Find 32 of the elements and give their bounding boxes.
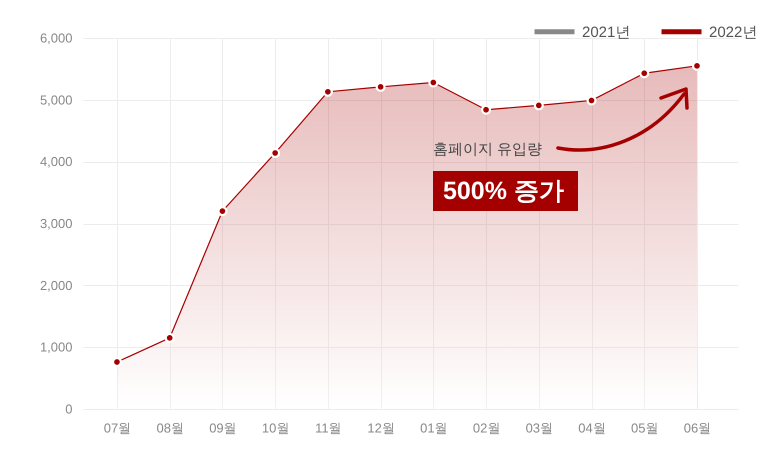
point: [639, 68, 650, 78]
point: [376, 82, 386, 92]
x-tick-label: 11월: [315, 420, 342, 436]
x-tick-label: 12월: [367, 420, 395, 436]
point: [270, 148, 280, 158]
x-tick-label: 01월: [420, 420, 448, 436]
point: [534, 100, 544, 110]
point: [322, 86, 333, 97]
point: [586, 95, 597, 106]
y-tick-label: 0: [65, 402, 72, 416]
x-tick-label: 05월: [631, 420, 658, 436]
x-tick-label: 04월: [578, 420, 606, 436]
x-tick-label: 10월: [262, 420, 290, 436]
annotation: 홈페이지 유입량: [433, 141, 542, 159]
point: [428, 77, 438, 88]
y-tick-label: 2,000: [40, 278, 72, 293]
y-tick-label: 5,000: [40, 92, 72, 108]
legend-label: 2021년: [582, 24, 630, 41]
point: [481, 104, 492, 115]
y-tick-label: 6,000: [40, 30, 72, 46]
x-tick-label: 07월: [104, 420, 132, 436]
x-tick-label: 02월: [472, 420, 500, 436]
point: [164, 332, 175, 343]
annotation: 500% 증가: [433, 171, 578, 211]
x-tick-label: 06월: [684, 420, 712, 436]
x-tick-label: 09월: [209, 420, 237, 436]
y-tick-label: 1,000: [40, 340, 72, 355]
y-tick-label: 4,000: [40, 154, 72, 170]
x-tick-label: 08월: [156, 420, 184, 436]
y-tick-label: 3,000: [40, 216, 72, 231]
x-tick-label: 03월: [526, 420, 554, 436]
legend-label: 2022년: [709, 24, 758, 41]
